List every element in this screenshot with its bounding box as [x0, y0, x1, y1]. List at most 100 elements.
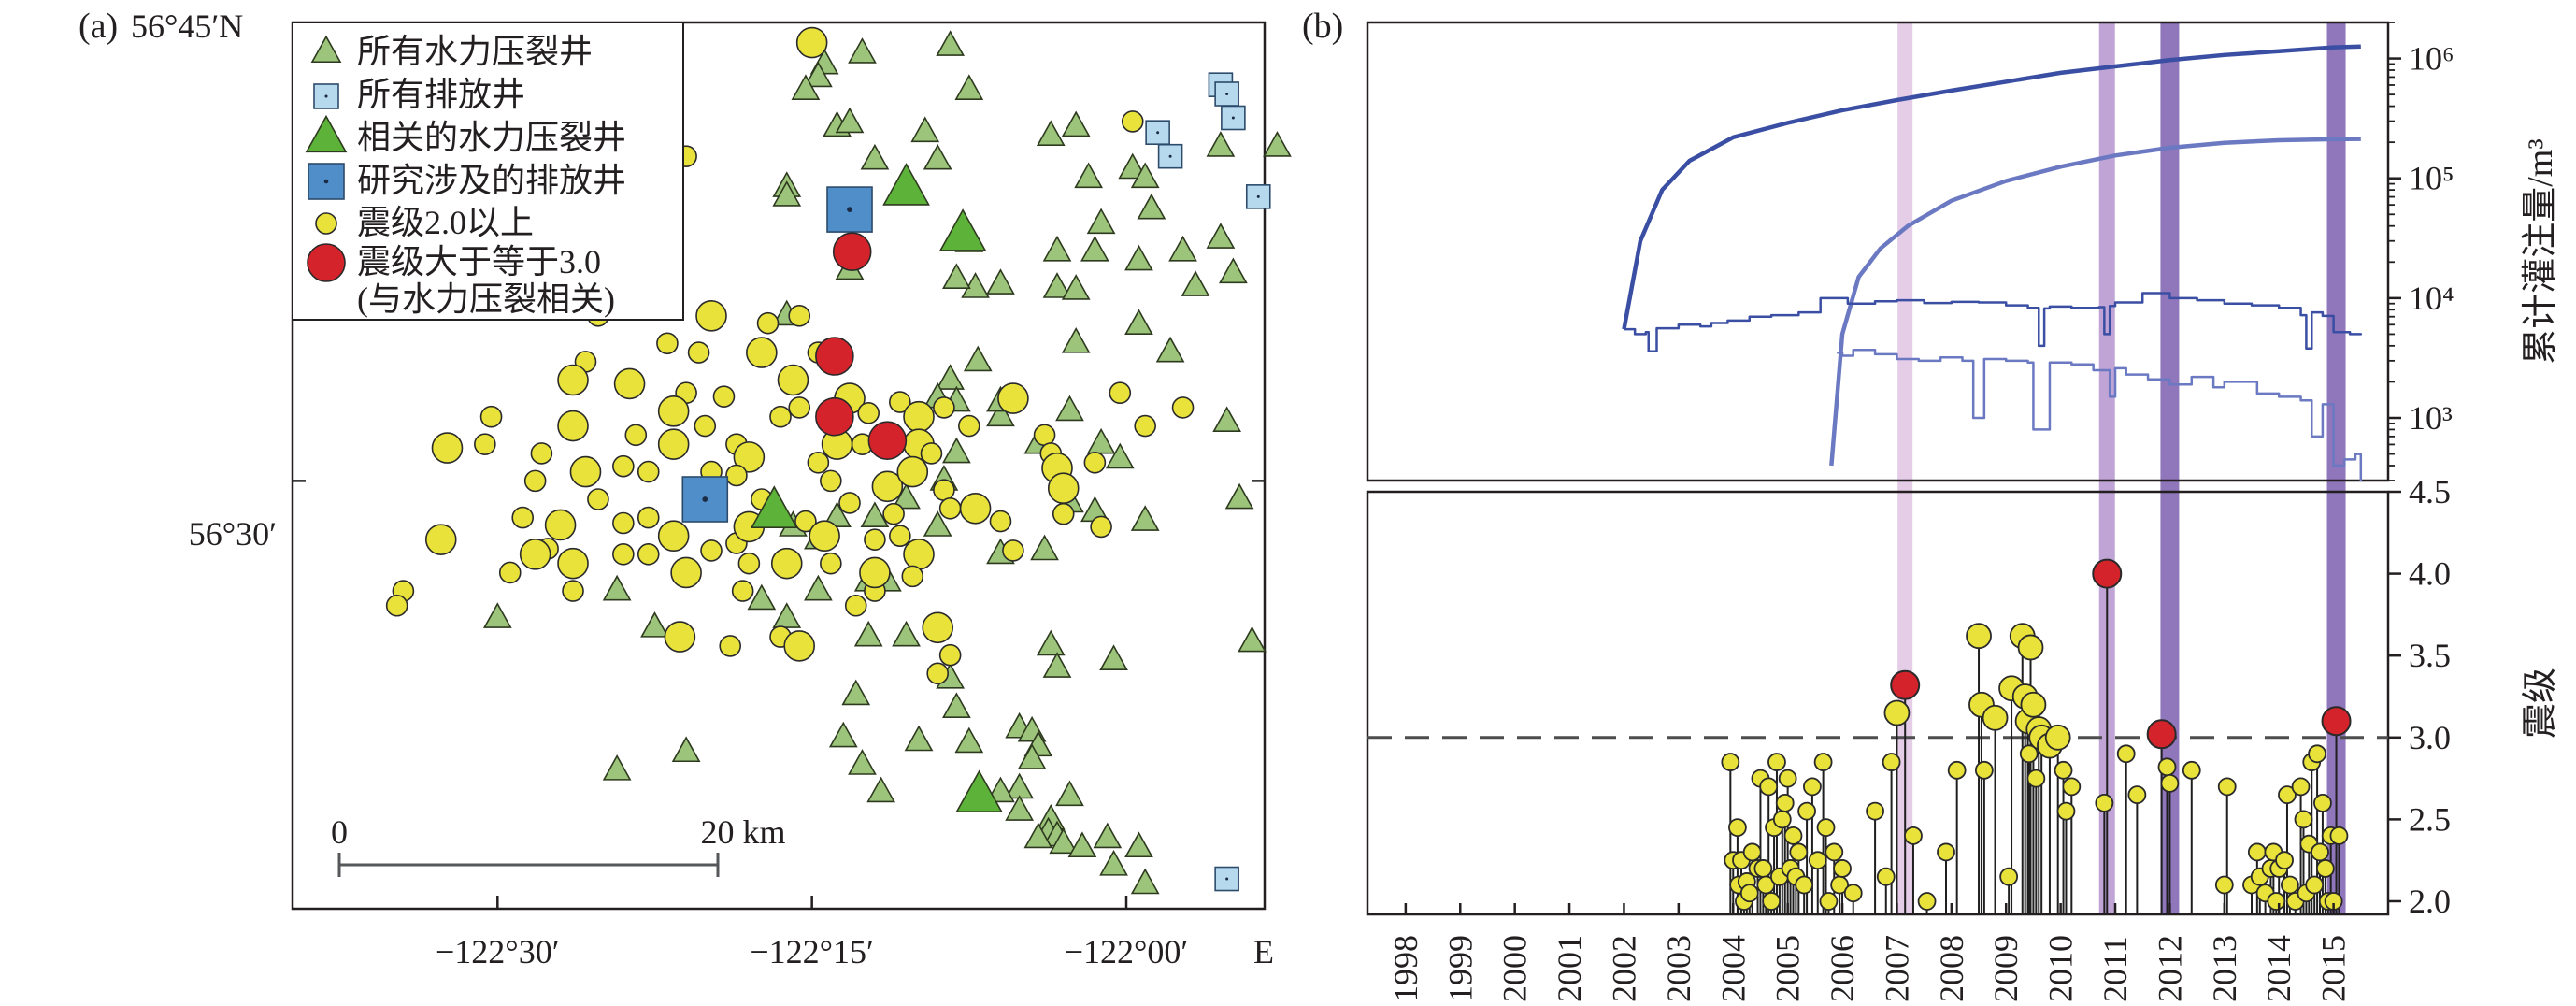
quake-m2-marker-86 — [479, 405, 503, 428]
volume-panel-frame — [1366, 21, 2390, 482]
quake-m2-marker-91 — [612, 543, 635, 566]
quake-m2-marker-54 — [733, 441, 766, 473]
scale-bar-start-label: 0 — [331, 813, 348, 851]
magnitude-point-large-1 — [2092, 558, 2123, 589]
frac-well-marker-34 — [1219, 257, 1248, 284]
quake-m2-marker-76 — [864, 528, 886, 551]
map-x-tick-label-0: −122°30′ — [436, 933, 560, 970]
magnitude-point-60 — [2044, 724, 2071, 751]
magnitude-point-64 — [2095, 793, 2114, 812]
magnitude-point-38 — [1882, 753, 1901, 771]
quake-m2-marker-79 — [562, 580, 584, 602]
related-frac-well-marker-1 — [938, 208, 987, 252]
map-x-tick-label-1: −122°15′ — [750, 933, 874, 970]
quake-m2-marker-90 — [557, 547, 589, 580]
frac-well-marker-68 — [602, 574, 632, 601]
volume-y-tick-label-1: 10⁴ — [2409, 280, 2454, 317]
magnitude-point-19 — [1775, 793, 1795, 812]
frac-well-marker-49 — [1105, 442, 1135, 469]
quake-m2-marker-80 — [498, 561, 522, 584]
disposal-well-marker-2-dot — [1231, 116, 1235, 120]
frac-well-marker-26 — [1168, 235, 1197, 262]
magnitude-point-18 — [1772, 810, 1792, 829]
magnitude-point-84 — [2291, 777, 2311, 797]
quake-m2-marker-97 — [820, 552, 842, 575]
quake-m2-marker-15 — [613, 367, 646, 400]
frac-well-marker-76 — [1099, 644, 1128, 670]
quake-m2-marker-102 — [922, 611, 953, 644]
legend-marker-related-frac — [305, 114, 348, 153]
legend-marker-all-frac — [310, 35, 342, 64]
quake-m2-marker-104 — [926, 662, 949, 685]
magnitude-point-8 — [1742, 842, 1762, 862]
magnitude-point-7 — [1739, 884, 1759, 903]
magnitude-point-16 — [1767, 753, 1786, 771]
quake-m2-marker-81 — [424, 524, 457, 555]
quake-m2-marker-78 — [903, 539, 935, 570]
quake-m2-marker-24 — [903, 400, 935, 433]
quake-m2-marker-109 — [1171, 396, 1195, 419]
quake-m2-marker-9 — [746, 337, 778, 368]
quake-m2-marker-36 — [896, 455, 929, 488]
magnitude-point-48 — [1999, 867, 2019, 886]
volume-y-tick-label-3: 10⁶ — [2409, 40, 2454, 78]
magnitude-point-47 — [1982, 704, 2009, 731]
quake-m2-marker-12 — [557, 364, 589, 396]
quake-m2-marker-69 — [657, 520, 690, 553]
year-tick-label-2: 2000 — [1496, 935, 1534, 1002]
frac-well-marker-103 — [1099, 850, 1128, 876]
quake-m2-marker-92 — [637, 543, 660, 566]
panel-a-lat-mid-label: 56°30′ — [189, 515, 277, 553]
quake-m2-marker-26 — [958, 414, 980, 438]
frac-well-marker-11 — [923, 143, 952, 170]
magnitude-point-44 — [1966, 623, 1992, 650]
magnitude-point-78 — [2267, 892, 2286, 911]
frac-well-marker-88 — [848, 749, 877, 775]
frac-well-marker-28 — [1206, 223, 1236, 249]
quake-m2-marker-106 — [719, 635, 742, 657]
quake-m2-marker-34 — [882, 502, 905, 525]
frac-well-marker-79 — [841, 679, 871, 706]
frac-well-marker-99 — [1005, 795, 1035, 821]
frac-well-marker-73 — [853, 620, 883, 647]
frac-well-marker-105 — [1130, 868, 1160, 895]
frac-well-marker-75 — [1036, 629, 1066, 656]
quake-m2-marker-52 — [694, 414, 717, 438]
magnitude-point-85 — [2294, 810, 2313, 829]
frac-well-marker-21 — [1137, 193, 1166, 220]
legend-label-all-frac: 所有水力压裂井 — [357, 33, 593, 70]
frac-well-marker-98 — [1124, 831, 1153, 858]
legend-marker-m3-events — [307, 243, 346, 282]
frac-well-marker-93 — [1055, 780, 1084, 807]
quake-m2-marker-46 — [1083, 451, 1107, 474]
legend-box — [292, 22, 684, 321]
magnitude-y-tick-label-2: 3.0 — [2409, 719, 2451, 756]
magnitude-y-tick-label-1: 2.5 — [2409, 800, 2451, 838]
magnitude-point-62 — [2056, 801, 2076, 821]
volume-y-tick-label-2: 10⁵ — [2409, 160, 2454, 197]
quake-m2-marker-22 — [857, 402, 880, 424]
frac-well-marker-20 — [1130, 162, 1160, 189]
quake-m2-marker-0 — [795, 26, 828, 59]
frac-well-marker-67 — [804, 574, 833, 601]
map-x-tick-label-2: −122°00′ — [1065, 933, 1189, 970]
quake-m2-marker-68 — [637, 506, 660, 529]
quake-m2-marker-66 — [519, 539, 551, 570]
quake-m3-marker-3 — [867, 421, 908, 461]
magnitude-point-32 — [1825, 842, 1844, 862]
frac-well-marker-35 — [1181, 270, 1210, 296]
magnitude-point-89 — [2305, 875, 2325, 895]
frac-well-marker-55 — [1130, 505, 1160, 531]
legend-label-m2-events: 震级2.0以上 — [357, 204, 534, 241]
legend-label-m3-events: 震级大于等于3.0 — [357, 243, 601, 280]
year-tick-label-7: 2005 — [1769, 935, 1807, 1002]
magnitude-point-70 — [2214, 875, 2234, 895]
quake-m2-marker-29 — [807, 451, 830, 474]
magnitude-point-42 — [1937, 842, 1955, 862]
panel-a-tag: (a) — [79, 7, 118, 46]
magnitude-point-97 — [2329, 826, 2349, 845]
quake-m2-marker-50 — [1090, 515, 1112, 539]
year-tick-label-15: 2013 — [2206, 935, 2243, 1002]
frac-well-marker-77 — [1042, 652, 1072, 678]
